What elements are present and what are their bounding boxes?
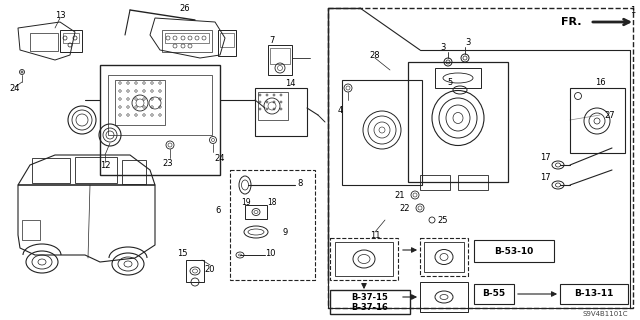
Bar — [330, 238, 398, 280]
Bar — [75, 157, 117, 183]
Text: FR.: FR. — [561, 17, 582, 27]
Bar — [420, 282, 468, 312]
Text: 19: 19 — [241, 197, 251, 206]
Text: 1: 1 — [630, 5, 636, 14]
Text: 20: 20 — [205, 266, 215, 275]
Text: B-37-16: B-37-16 — [351, 303, 388, 313]
Bar — [474, 284, 514, 304]
Bar — [230, 170, 315, 280]
Bar — [560, 284, 628, 304]
Bar — [22, 220, 40, 240]
Bar — [258, 92, 288, 120]
Bar — [60, 30, 82, 52]
Text: 25: 25 — [438, 215, 448, 225]
Text: 8: 8 — [298, 179, 303, 188]
Text: 12: 12 — [100, 161, 110, 170]
Bar — [245, 205, 267, 219]
Text: 18: 18 — [268, 197, 276, 206]
Bar — [335, 242, 393, 276]
Text: 17: 17 — [540, 153, 550, 162]
Bar — [186, 260, 204, 282]
Text: 22: 22 — [399, 204, 410, 212]
Text: 10: 10 — [265, 250, 275, 259]
Bar — [108, 75, 212, 135]
Text: B-37-15: B-37-15 — [351, 293, 388, 302]
Bar — [435, 68, 481, 88]
Bar — [115, 80, 165, 125]
Bar — [63, 33, 79, 43]
Text: 7: 7 — [269, 36, 275, 44]
Bar — [162, 30, 212, 52]
Text: 3: 3 — [465, 37, 470, 46]
Text: 27: 27 — [605, 110, 615, 119]
Bar — [420, 175, 450, 190]
Text: 17: 17 — [540, 172, 550, 181]
Bar — [218, 30, 236, 56]
Bar — [268, 45, 292, 75]
Bar — [32, 158, 70, 183]
Text: 9: 9 — [282, 228, 287, 236]
Text: 16: 16 — [595, 77, 605, 86]
Text: 28: 28 — [370, 51, 380, 60]
Bar — [270, 48, 290, 64]
Text: 26: 26 — [180, 4, 190, 12]
Text: B-13-11: B-13-11 — [574, 290, 614, 299]
Bar — [458, 175, 488, 190]
Text: S9V4B1101C: S9V4B1101C — [582, 311, 628, 317]
Text: 5: 5 — [447, 77, 452, 86]
Bar — [30, 33, 58, 51]
Text: 4: 4 — [337, 106, 342, 115]
Text: 24: 24 — [215, 154, 225, 163]
Bar — [474, 240, 554, 262]
Bar — [255, 88, 307, 136]
Bar — [424, 242, 464, 272]
Bar — [328, 8, 633, 308]
Text: 14: 14 — [285, 78, 295, 87]
Bar — [330, 290, 410, 314]
Text: 11: 11 — [370, 230, 380, 239]
Text: 21: 21 — [394, 190, 405, 199]
Text: 3: 3 — [440, 43, 445, 52]
Bar — [570, 88, 625, 153]
Bar — [408, 62, 508, 182]
Bar — [165, 33, 209, 43]
Text: B-55: B-55 — [483, 290, 506, 299]
Text: 13: 13 — [54, 11, 65, 20]
Text: 24: 24 — [10, 84, 20, 92]
Text: 23: 23 — [163, 158, 173, 167]
Bar — [122, 160, 146, 184]
Bar — [420, 238, 468, 276]
Bar — [220, 33, 234, 47]
Text: B-53-10: B-53-10 — [494, 246, 534, 255]
Bar — [342, 80, 422, 185]
Text: 6: 6 — [216, 205, 221, 214]
Bar — [100, 65, 220, 175]
Text: 15: 15 — [177, 249, 188, 258]
